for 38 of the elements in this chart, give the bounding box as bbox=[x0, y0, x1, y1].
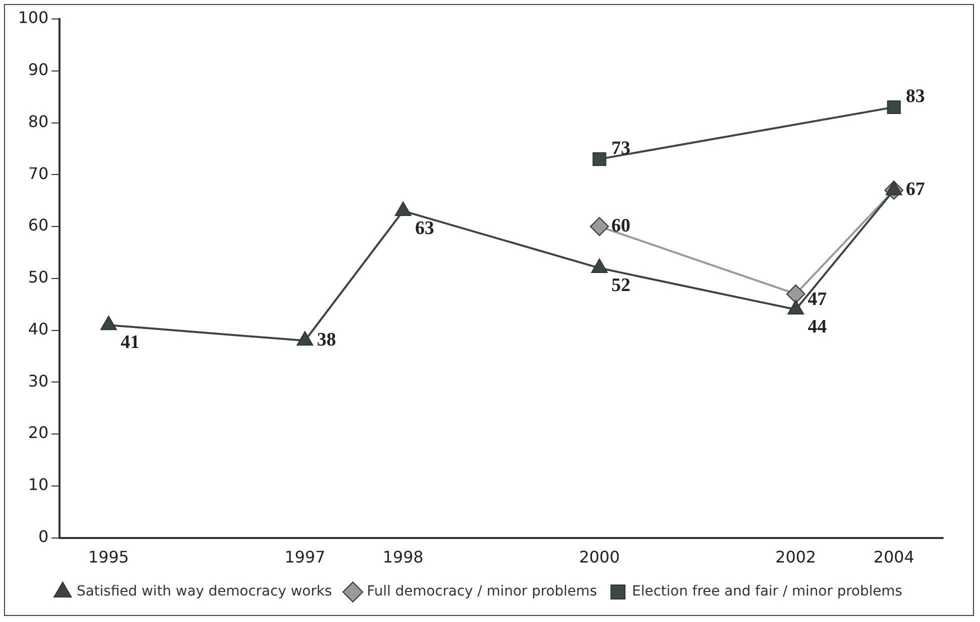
x-tick-label: 1995 bbox=[88, 548, 129, 567]
data-label: 44 bbox=[808, 316, 828, 338]
data-label: 67 bbox=[906, 179, 926, 200]
point bbox=[296, 331, 314, 346]
y-tick-label: 90 bbox=[28, 60, 49, 80]
data-label: 63 bbox=[415, 218, 434, 239]
point bbox=[787, 300, 804, 315]
point bbox=[592, 152, 606, 166]
data-label: 83 bbox=[906, 86, 925, 108]
y-tick-label: 60 bbox=[28, 216, 49, 235]
data-label: 38 bbox=[316, 330, 336, 351]
x-tick-label: 1997 bbox=[284, 548, 326, 567]
legend-label: Election free and fair / minor problems bbox=[632, 584, 902, 600]
x-tick-label: 2004 bbox=[874, 548, 914, 567]
y-tick-label: 100 bbox=[18, 8, 49, 28]
point bbox=[100, 316, 117, 330]
y-tick-label: 50 bbox=[28, 268, 49, 287]
point bbox=[786, 284, 806, 304]
data-label: 41 bbox=[120, 332, 140, 353]
x-tick-label: 2000 bbox=[579, 548, 620, 567]
y-tick-label: 0 bbox=[38, 526, 49, 546]
y-tick-label: 10 bbox=[28, 475, 49, 494]
point bbox=[591, 258, 608, 274]
legend-label: Satisfied with way democracy works bbox=[76, 584, 332, 600]
y-tick-label: 40 bbox=[28, 319, 49, 338]
y-tick-label: 20 bbox=[28, 423, 49, 442]
x-tick-label: 2002 bbox=[775, 548, 816, 567]
x-tick-label: 1998 bbox=[382, 548, 424, 567]
data-label: 60 bbox=[611, 215, 630, 236]
data-label: 47 bbox=[808, 288, 828, 310]
y-tick-label: 30 bbox=[28, 371, 49, 390]
point bbox=[887, 100, 901, 114]
y-tick-label: 70 bbox=[28, 164, 49, 183]
y-tick-label: 80 bbox=[28, 112, 49, 131]
data-label: 73 bbox=[611, 138, 630, 159]
legend-label: Full democracy / minor problems bbox=[366, 584, 597, 600]
data-label: 52 bbox=[611, 274, 630, 296]
point bbox=[590, 217, 609, 236]
